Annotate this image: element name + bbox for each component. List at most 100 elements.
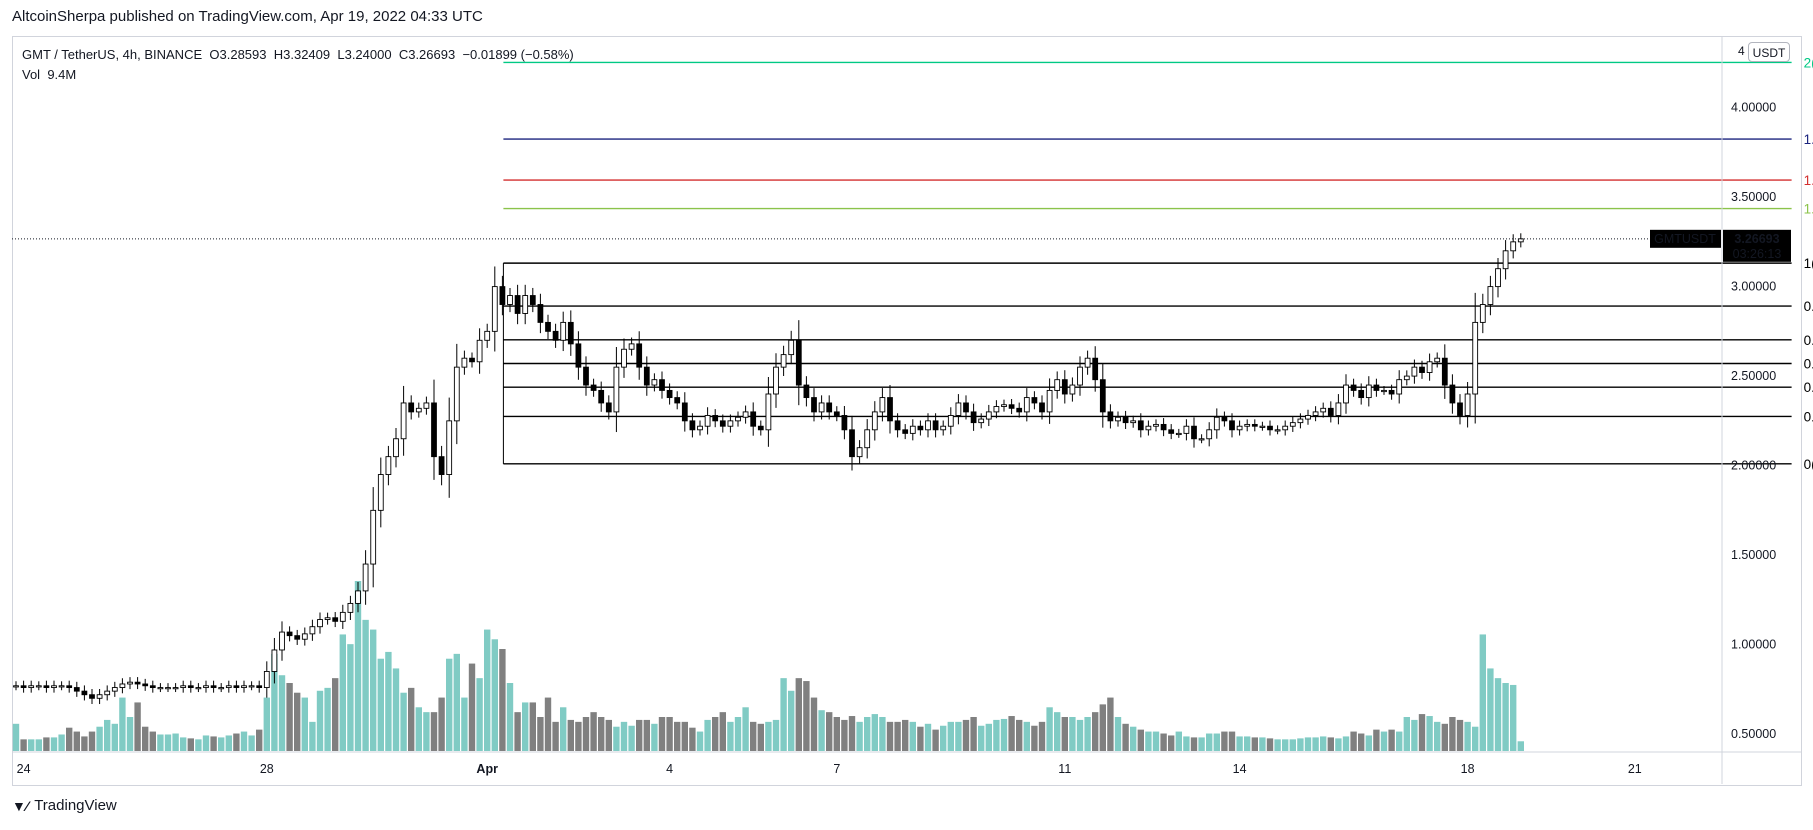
- candle-body: [514, 295, 521, 314]
- volume-bar: [66, 727, 73, 751]
- currency-button[interactable]: USDT: [1748, 42, 1790, 62]
- candle-body: [1373, 384, 1380, 391]
- candle-body: [96, 694, 103, 699]
- candle-body: [1084, 357, 1091, 368]
- candle-body: [195, 687, 202, 690]
- candle-body: [879, 397, 886, 413]
- last-price-value: 3.26693: [1734, 232, 1779, 246]
- candle-body: [567, 321, 574, 345]
- candle-body: [408, 402, 415, 413]
- candle-body: [1327, 407, 1334, 416]
- volume-bar: [567, 719, 574, 751]
- volume-bar: [1335, 738, 1342, 751]
- volume-bar: [301, 697, 308, 751]
- volume-bar: [1487, 668, 1494, 751]
- volume-bar: [727, 721, 734, 751]
- candle-body: [89, 694, 95, 699]
- candle-body: [757, 425, 764, 431]
- volume-bar: [1114, 717, 1122, 751]
- candlestick-series: [13, 233, 1524, 705]
- volume-label[interactable]: Vol: [22, 67, 41, 82]
- volume-bar: [263, 697, 270, 751]
- volume-bar: [157, 734, 164, 751]
- volume-bar: [35, 739, 42, 751]
- volume-bar: [362, 619, 369, 751]
- volume-bar: [43, 737, 50, 751]
- volume-bar: [681, 721, 688, 751]
- time-tick-label: 4: [666, 762, 673, 776]
- candle-body: [970, 411, 977, 424]
- volume-bar: [902, 719, 909, 751]
- candle-body: [1335, 402, 1342, 416]
- volume-bar: [1236, 736, 1243, 751]
- volume-bar: [172, 733, 179, 751]
- low-value: 3.24000: [344, 47, 392, 62]
- candle-body: [978, 418, 985, 424]
- candle-body: [1236, 425, 1243, 431]
- volume-bar: [149, 731, 156, 751]
- chart-frame[interactable]: [12, 36, 1802, 786]
- volume-bar: [256, 729, 263, 751]
- volume-bar: [1099, 704, 1106, 751]
- candle-body: [1441, 357, 1448, 386]
- candle-body: [659, 379, 665, 391]
- candle-body: [727, 420, 734, 427]
- volume-bar: [590, 712, 597, 751]
- candle-body: [522, 295, 529, 314]
- fib-level-label: 0(2.00976): [1804, 457, 1813, 472]
- footer-brand[interactable]: ▼⁄ TradingView: [12, 797, 117, 814]
- candle-body: [233, 685, 240, 689]
- candle-body: [1244, 423, 1251, 427]
- volume-bar: [20, 739, 27, 751]
- volume-bar: [1289, 739, 1296, 751]
- candle-body: [674, 397, 681, 404]
- volume-bar: [453, 653, 460, 751]
- symbol-description[interactable]: GMT / TetherUS, 4h, BINANCE: [22, 47, 203, 62]
- volume-bar: [1198, 737, 1205, 751]
- volume-bar: [1479, 634, 1486, 751]
- volume-bar: [560, 707, 567, 751]
- footer-brand-text: TradingView: [34, 797, 117, 814]
- candle-body: [963, 402, 969, 413]
- candle-body: [187, 685, 194, 689]
- candle-body: [1160, 423, 1167, 431]
- volume-bar: [522, 702, 529, 751]
- candle-body: [1365, 384, 1372, 399]
- volume-bar: [848, 716, 856, 751]
- candle-body: [1130, 420, 1137, 424]
- volume-bar: [871, 714, 878, 751]
- volume-bar: [491, 639, 498, 751]
- candle-body: [1023, 397, 1030, 413]
- candle-body: [1510, 241, 1517, 252]
- price-tick-label: 0.50000: [1731, 727, 1776, 741]
- candle-body: [415, 407, 422, 413]
- candle-body: [51, 685, 57, 689]
- candle-body: [28, 685, 35, 689]
- candle-body: [1517, 238, 1524, 243]
- volume-bar: [1449, 717, 1456, 751]
- volume-bar: [1046, 707, 1053, 751]
- candle-body: [1206, 429, 1213, 440]
- volume-bar: [408, 687, 415, 751]
- candle-body: [1251, 423, 1258, 427]
- candle-body: [575, 343, 582, 368]
- candle-body: [241, 685, 247, 689]
- candle-body: [818, 402, 825, 413]
- candle-body: [1001, 404, 1007, 407]
- volume-bar: [233, 733, 240, 751]
- time-tick-label: 21: [1628, 762, 1642, 776]
- candle-body: [172, 687, 179, 690]
- candle-body: [1107, 411, 1114, 422]
- volume-bar: [1350, 731, 1357, 751]
- candle-body: [104, 690, 111, 696]
- candle-body: [20, 685, 27, 689]
- volume-bar: [225, 735, 232, 751]
- volume-bar: [970, 717, 977, 751]
- candle-body: [841, 415, 848, 431]
- price-axis: 4.00000 3.50000 3.00000 2.50000 2.00000 1.500…: [1721, 36, 1776, 784]
- volume-bar: [1251, 737, 1258, 751]
- volume-bar: [689, 727, 696, 751]
- volume-bar: [719, 712, 726, 751]
